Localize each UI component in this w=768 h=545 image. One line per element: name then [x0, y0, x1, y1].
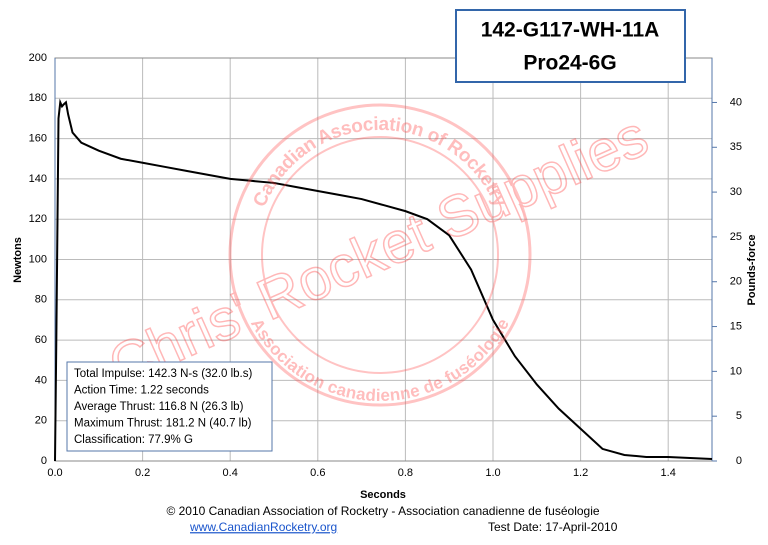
y2-tick-label: 15	[730, 320, 742, 332]
info-line: Total Impulse: 142.3 N-s (32.0 lb.s)	[74, 368, 252, 380]
y-tick-label: 40	[35, 374, 47, 386]
x-tick-label: 1.4	[661, 467, 676, 479]
y-tick-label: 80	[35, 294, 47, 306]
y-tick-label: 160	[29, 133, 47, 145]
y2-axis-label: Pounds-force	[746, 235, 758, 306]
y2-tick-label: 30	[730, 186, 742, 198]
info-line: Action Time: 1.22 seconds	[74, 385, 209, 397]
x-tick-label: 0.6	[310, 467, 325, 479]
y-tick-label: 20	[35, 415, 47, 427]
y-tick-label: 140	[29, 173, 47, 185]
y2-tick-label: 25	[730, 231, 742, 243]
y2-tick-label: 5	[736, 410, 742, 422]
watermark-ring-text: Association canadienne de fuséologie	[247, 316, 514, 406]
x-tick-label: 0.8	[398, 467, 413, 479]
info-line: Maximum Thrust: 181.2 N (40.7 lb)	[74, 418, 252, 430]
website-link[interactable]: www.CanadianRocketry.org	[189, 520, 337, 534]
info-line: Average Thrust: 116.8 N (26.3 lb)	[74, 401, 244, 413]
copyright: © 2010 Canadian Association of Rocketry …	[166, 504, 599, 518]
test-date: Test Date: 17-April-2010	[488, 520, 618, 534]
y-tick-label: 0	[41, 455, 47, 467]
x-tick-label: 0.0	[47, 467, 62, 479]
x-tick-label: 0.2	[135, 467, 150, 479]
watermark-ring	[261, 136, 499, 374]
thrust-line	[54, 98, 713, 462]
y2-tick-label: 35	[730, 141, 742, 153]
x-tick-label: 0.4	[223, 467, 238, 479]
x-axis-label: Seconds	[360, 489, 406, 501]
watermark: Canadian Association of Rocketry Associa…	[99, 102, 658, 407]
y2-tick-label: 40	[730, 96, 742, 108]
watermark-ring-text: Association canadienne de fuséologie	[247, 316, 514, 406]
y-tick-label: 200	[29, 52, 47, 64]
watermark-ring	[228, 103, 532, 407]
y2-tick-label: 0	[736, 455, 742, 467]
y-tick-label: 120	[29, 213, 47, 225]
info-box	[66, 361, 273, 452]
info-line: Classification: 77.9% G	[74, 434, 193, 446]
y2-tick-label: 10	[730, 365, 742, 377]
x-tick-label: 1.2	[573, 467, 588, 479]
y-axis-label: Newtons	[12, 237, 24, 283]
y-tick-label: 180	[29, 92, 47, 104]
info-lines: Total Impulse: 142.3 N-s (32.0 lb.s) Acti…	[74, 368, 252, 446]
y-tick-label: 100	[29, 253, 47, 265]
chart-title: 142-G117-WH-11A	[481, 19, 660, 42]
y-tick-label: 60	[35, 334, 47, 346]
chart-subtitle: Pro24-6G	[523, 52, 616, 75]
watermark-text: Chris' Rocket Supplies	[99, 103, 657, 399]
title-box	[455, 9, 686, 83]
y2-tick-label: 20	[730, 276, 742, 288]
x-tick-label: 1.0	[485, 467, 500, 479]
